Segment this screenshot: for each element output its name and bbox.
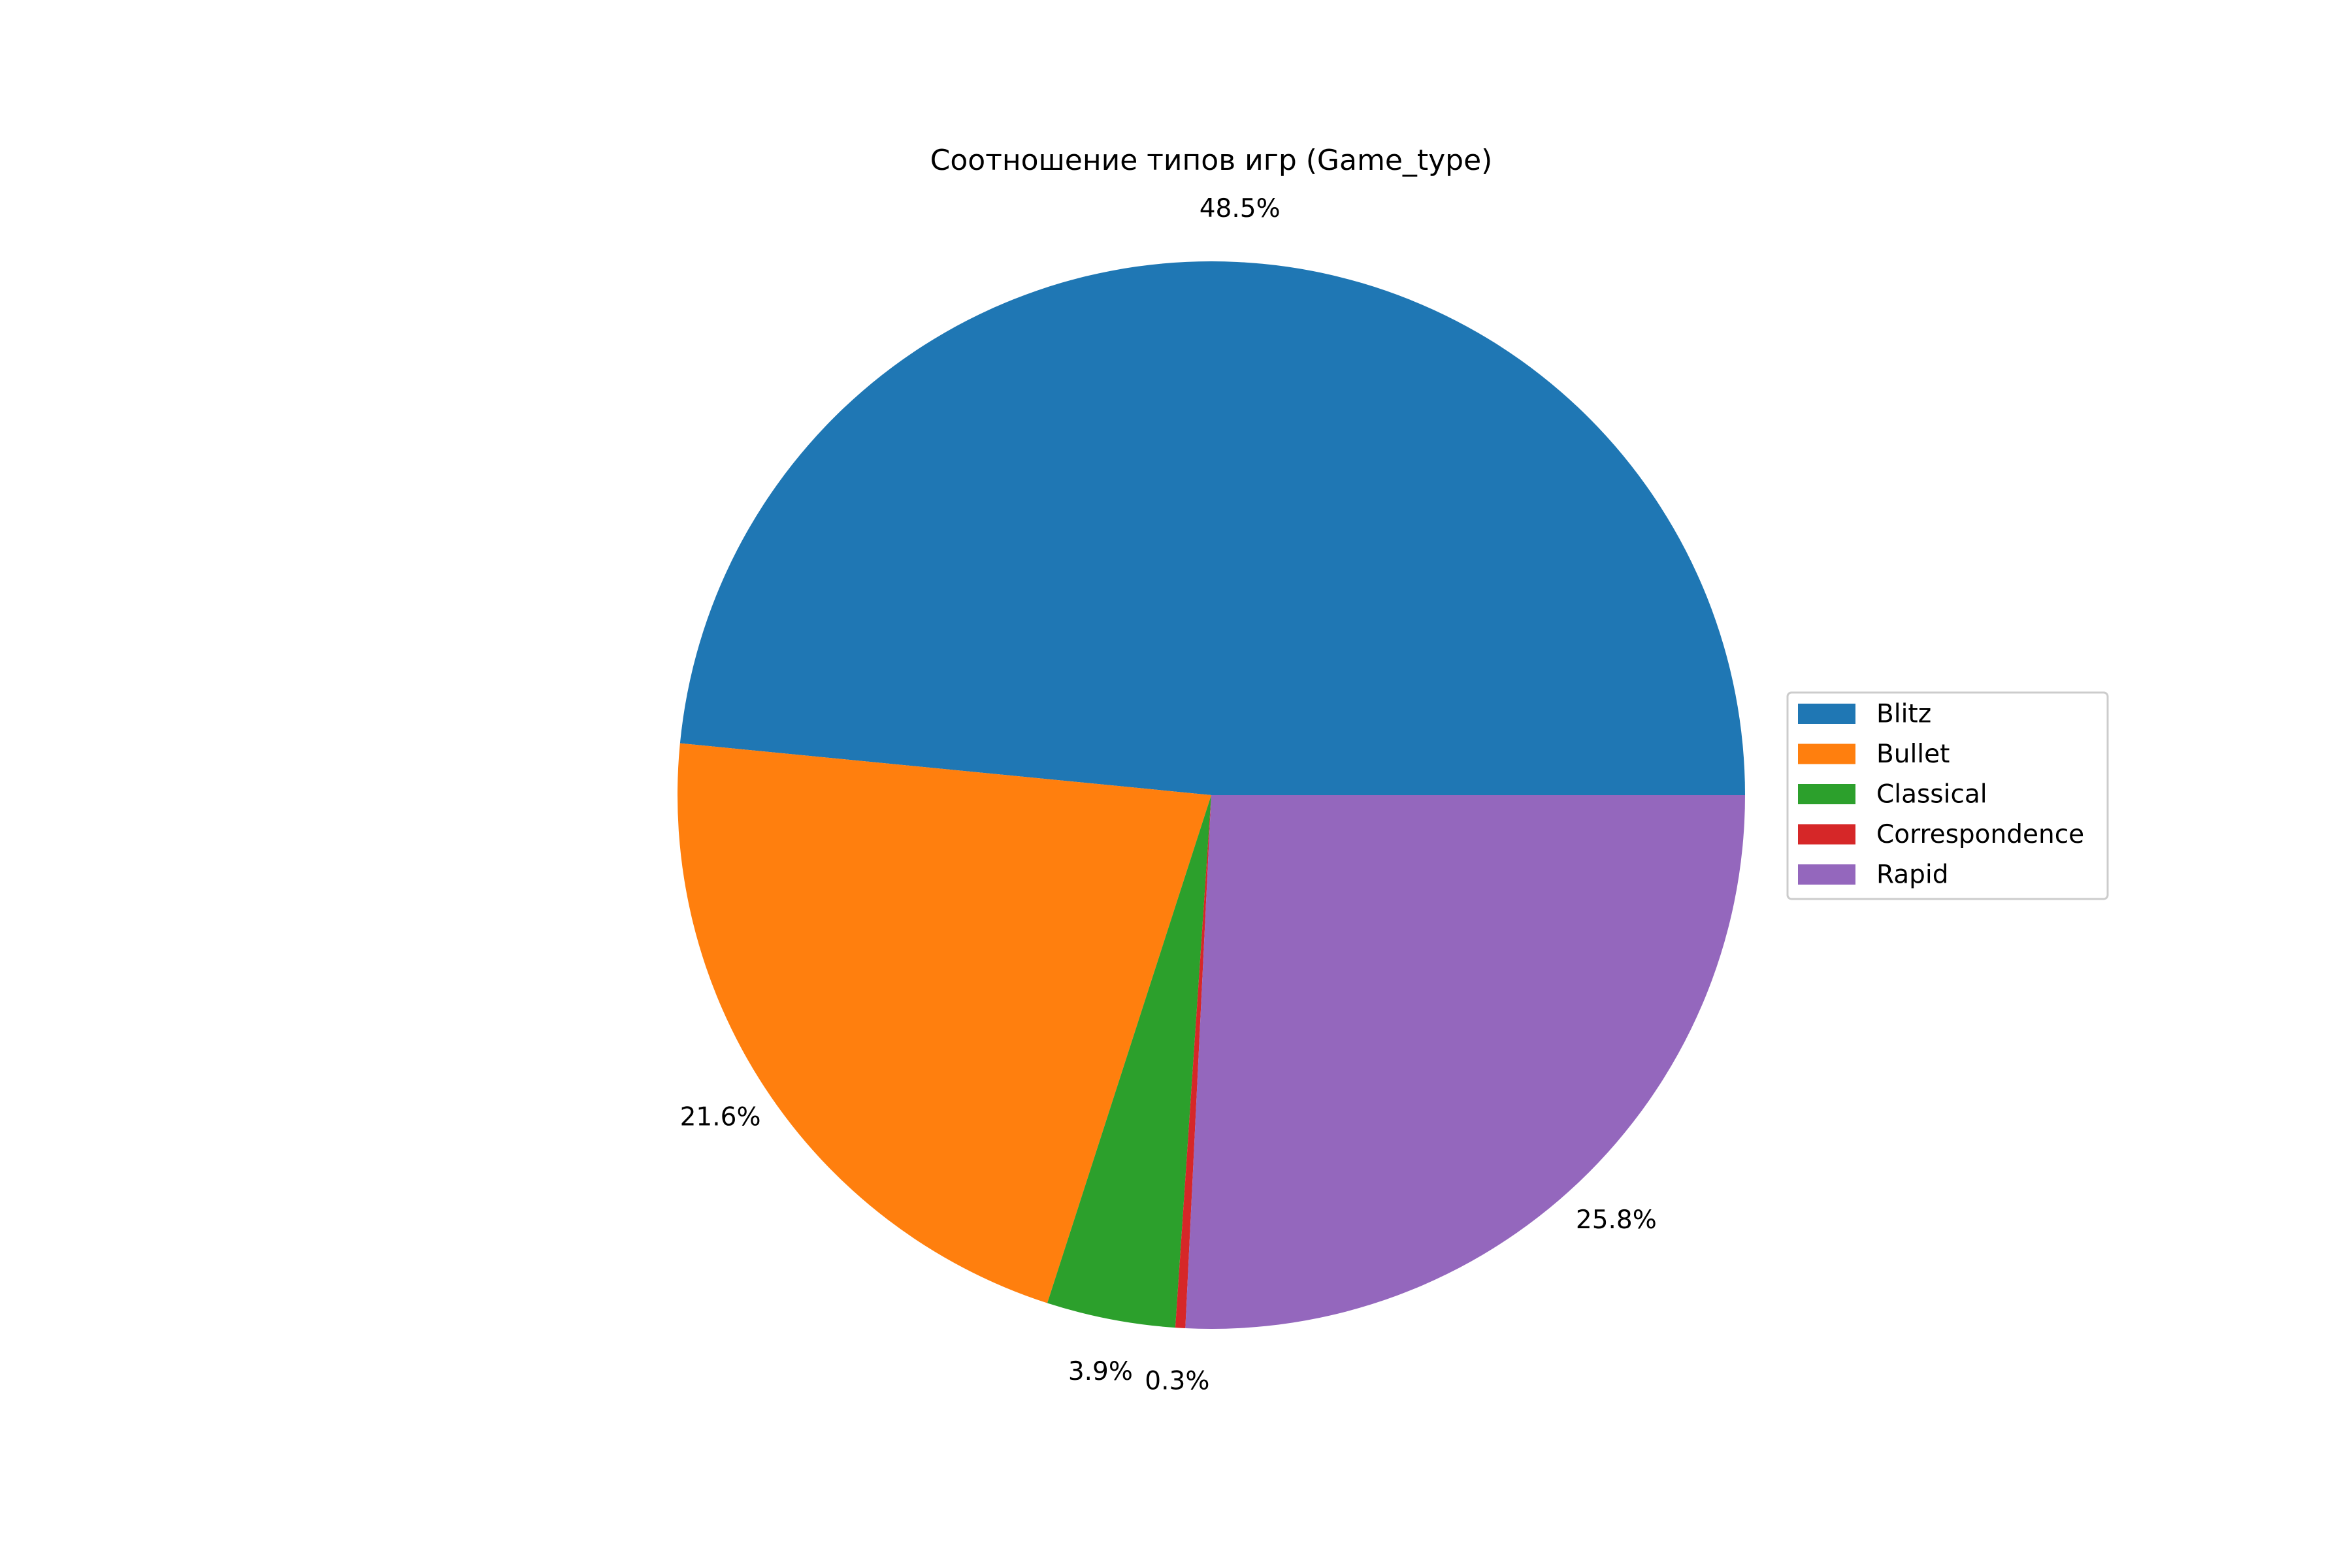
percent-label-correspondence: 0.3% [1145, 1367, 1209, 1396]
pie-percent-labels: 48.5% 21.6% 3.9% 0.3% 25.8% [680, 194, 1657, 1396]
legend-label-bullet: Bullet [1876, 740, 1950, 769]
slice-rapid [1185, 795, 1745, 1329]
legend: Blitz Bullet Classical Correspondence Rapid [1786, 691, 2109, 900]
legend-swatch-bullet [1798, 743, 1855, 764]
legend-swatch-rapid [1798, 864, 1855, 885]
legend-swatch-blitz [1798, 704, 1855, 724]
slice-correspondence [1175, 795, 1211, 1329]
percent-label-blitz: 48.5% [1200, 194, 1281, 223]
legend-label-blitz: Blitz [1876, 700, 1931, 729]
percent-label-classical: 3.9% [1068, 1357, 1133, 1386]
percent-label-bullet: 21.6% [680, 1102, 761, 1132]
slice-bullet [678, 743, 1211, 1303]
legend-swatch-correspondence [1798, 824, 1855, 845]
legend-label-rapid: Rapid [1876, 860, 1949, 890]
legend-frame [1786, 691, 2109, 900]
slice-classical [1047, 795, 1211, 1328]
slice-blitz [679, 261, 1745, 795]
legend-label-classical: Classical [1876, 780, 1987, 809]
percent-label-rapid: 25.8% [1576, 1205, 1657, 1235]
legend-label-correspondence: Correspondence [1876, 820, 2084, 849]
legend-swatch-classical [1798, 784, 1855, 804]
chart-title: Соотношение типов игр (Game_type) [930, 144, 1493, 177]
pie-slices [678, 261, 1745, 1329]
